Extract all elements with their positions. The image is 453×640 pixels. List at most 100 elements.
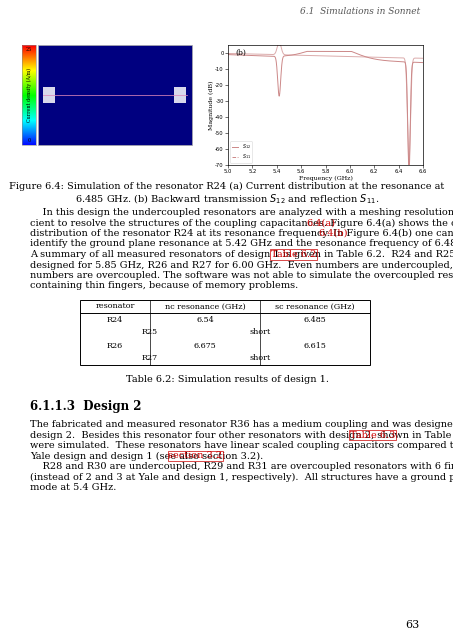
Bar [22, 76, 36, 77]
Bar [22, 79, 36, 80]
Text: (instead of 2 and 3 at Yale and design 1, respectively).  All structures have a : (instead of 2 and 3 at Yale and design 1… [30, 472, 453, 482]
Bar [22, 123, 36, 124]
Bar [22, 101, 36, 102]
Bar [22, 89, 36, 90]
Bar [22, 110, 36, 111]
Bar [22, 105, 36, 106]
Bar [22, 62, 36, 63]
Bar [22, 131, 36, 132]
Bar [22, 91, 36, 92]
Bar [22, 58, 36, 59]
Text: R25: R25 [142, 328, 158, 337]
Text: 6.485: 6.485 [304, 316, 326, 323]
Bar [22, 74, 36, 75]
Bar [22, 67, 36, 68]
Bar [22, 142, 36, 143]
Bar [22, 49, 36, 50]
Bar [22, 46, 36, 47]
Bar [22, 92, 36, 93]
Text: Table 6.2: Table 6.2 [271, 250, 316, 259]
Bar [22, 133, 36, 134]
Bar [22, 80, 36, 81]
Bar [22, 113, 36, 114]
Bar [22, 104, 36, 105]
Bar [22, 84, 36, 85]
Bar [22, 134, 36, 135]
Text: The fabricated and measured resonator R36 has a medium coupling and was designed: The fabricated and measured resonator R3… [30, 420, 453, 429]
Bar [22, 95, 36, 96]
Bar [22, 52, 36, 53]
Text: were simulated.  These resonators have linear scaled coupling capacitors compare: were simulated. These resonators have li… [30, 441, 453, 450]
Bar [22, 72, 36, 73]
Bar [22, 82, 36, 83]
Text: A summary of all measured resonators of design 1 is given in Table 6.2.  R24 and: A summary of all measured resonators of … [30, 250, 453, 259]
Text: 6.4(b): 6.4(b) [318, 229, 348, 238]
Text: 6.675: 6.675 [193, 342, 217, 349]
Text: R28 and R30 are undercoupled, R29 and R31 are overcoupled resonators with 6 fing: R28 and R30 are undercoupled, R29 and R3… [30, 462, 453, 471]
Bar [22, 108, 36, 109]
Bar [22, 60, 36, 61]
Text: short: short [249, 328, 270, 337]
Bar [22, 137, 36, 138]
Bar [22, 45, 36, 145]
Bar [22, 102, 36, 103]
Bar [22, 93, 36, 94]
Bar [22, 120, 36, 121]
Text: 6.4(a): 6.4(a) [307, 218, 336, 227]
Bar [22, 99, 36, 100]
Bar [80, 300, 370, 365]
Text: R26: R26 [107, 342, 123, 349]
Text: design 2.  Besides this resonator four other resonators with design 2, shown in : design 2. Besides this resonator four ot… [30, 431, 453, 440]
Bar [22, 69, 36, 70]
Bar [22, 66, 36, 67]
Text: designed for 5.85 GHz, R26 and R27 for 6.00 GHz.  Even numbers are undercoupled,: designed for 5.85 GHz, R26 and R27 for 6… [30, 260, 453, 269]
Bar [22, 119, 36, 120]
X-axis label: Frequency (GHz): Frequency (GHz) [299, 175, 352, 181]
Bar [22, 57, 36, 58]
Text: nc resonance (GHz): nc resonance (GHz) [164, 303, 246, 310]
Bar [22, 88, 36, 89]
Text: mode at 5.4 GHz.: mode at 5.4 GHz. [30, 483, 116, 492]
Text: 6.1.1.3  Design 2: 6.1.1.3 Design 2 [30, 400, 141, 413]
Bar [22, 61, 36, 62]
Bar [22, 87, 36, 88]
Text: (b): (b) [236, 49, 247, 56]
Bar [22, 73, 36, 74]
Bar [22, 47, 36, 48]
Text: short: short [249, 355, 270, 362]
Y-axis label: Magnitude (dB): Magnitude (dB) [208, 80, 214, 130]
Bar [22, 135, 36, 136]
Text: sc resonance (GHz): sc resonance (GHz) [275, 303, 355, 310]
Bar [22, 107, 36, 108]
Bar [22, 100, 36, 101]
Bar [22, 114, 36, 115]
Bar [22, 98, 36, 99]
Bar [22, 81, 36, 82]
Bar [22, 97, 36, 98]
Bar [38, 45, 192, 145]
Bar [22, 54, 36, 55]
Bar [22, 125, 36, 126]
Bar [22, 144, 36, 145]
Text: Figure 6.4: Simulation of the resonator R24 (a) Current distribution at the reso: Figure 6.4: Simulation of the resonator … [10, 182, 445, 191]
Bar [22, 45, 36, 46]
Text: Table 6.2: Simulation results of design 1.: Table 6.2: Simulation results of design … [125, 375, 328, 384]
Bar [22, 116, 36, 117]
Bar [22, 59, 36, 60]
Bar [22, 94, 36, 95]
Text: R27: R27 [142, 355, 158, 362]
Bar [22, 138, 36, 139]
Legend: $S_{12}$, $S_{11}$: $S_{12}$, $S_{11}$ [231, 141, 252, 163]
Bar [22, 77, 36, 78]
Text: section 3.2: section 3.2 [168, 451, 222, 461]
Bar [22, 56, 36, 57]
Bar [22, 124, 36, 125]
Bar [22, 103, 36, 104]
Bar [22, 65, 36, 66]
Bar [22, 90, 36, 91]
Bar [22, 130, 36, 131]
Bar [43, 87, 55, 103]
Bar [22, 136, 36, 137]
Text: 25: 25 [26, 47, 32, 52]
Bar [22, 70, 36, 71]
